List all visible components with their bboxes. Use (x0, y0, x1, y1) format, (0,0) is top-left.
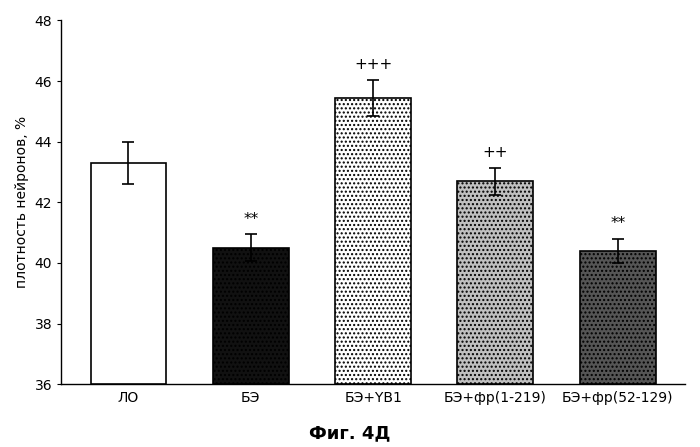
Bar (90, 163, 167, 384)
Text: **: ** (243, 211, 258, 227)
Bar (335, 98, 411, 384)
Text: +++: +++ (354, 57, 392, 72)
Text: ++: ++ (483, 145, 508, 160)
Bar (213, 248, 288, 384)
Bar (458, 181, 533, 384)
Y-axis label: плотность нейронов, %: плотность нейронов, % (15, 116, 29, 288)
Text: Фиг. 4Д: Фиг. 4Д (309, 425, 391, 443)
Bar (580, 251, 656, 384)
Text: **: ** (610, 216, 625, 231)
